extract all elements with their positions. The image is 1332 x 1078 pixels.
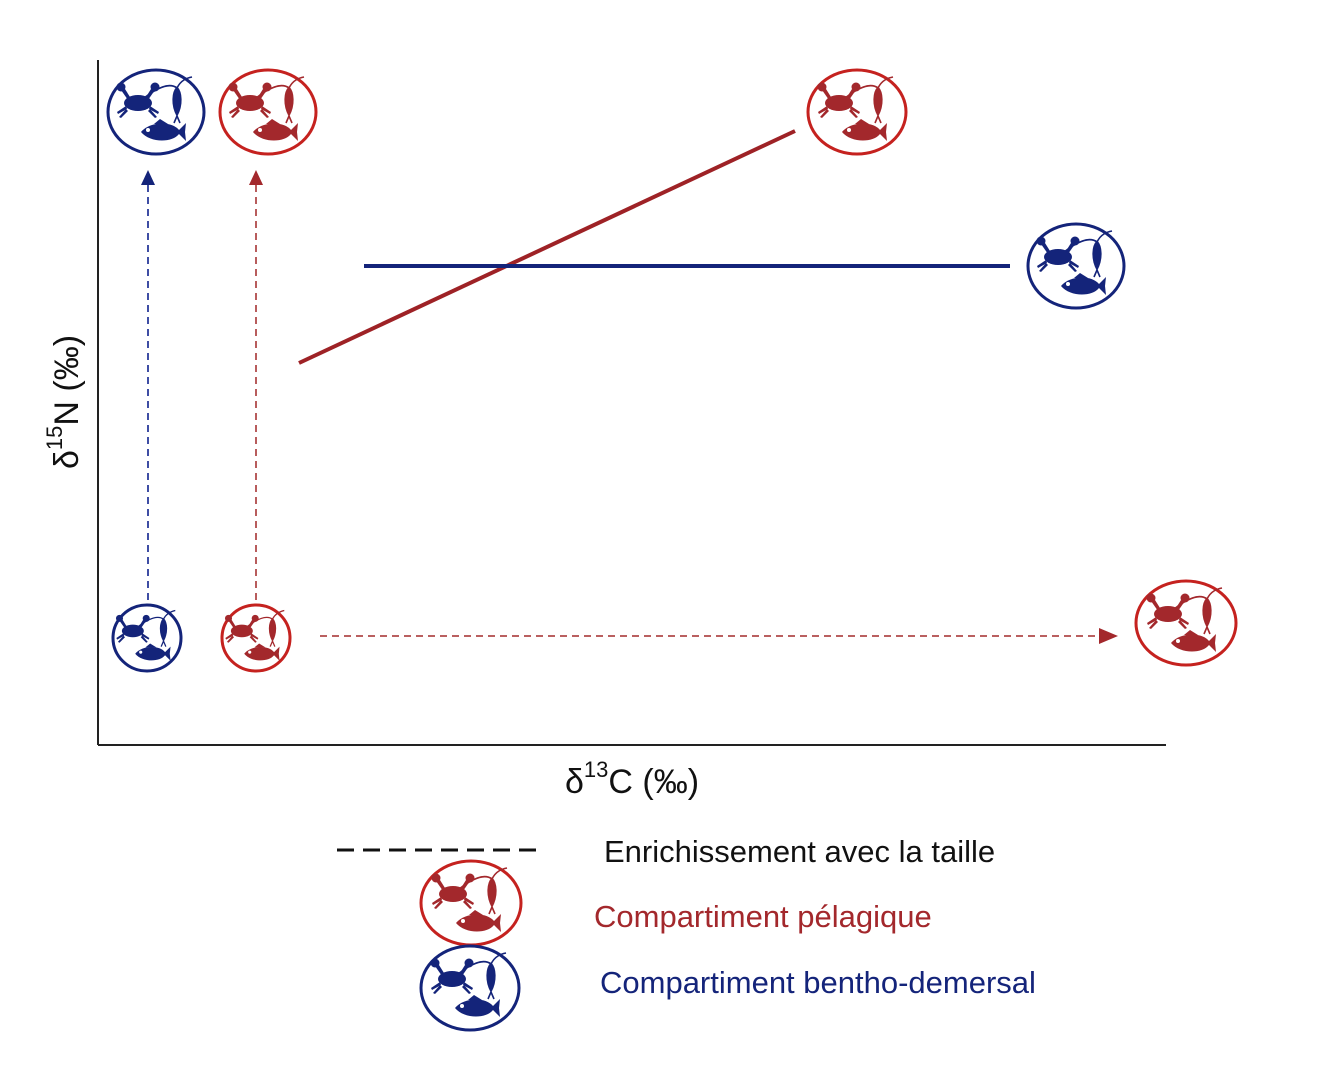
x-axis-delta: δ (565, 763, 584, 801)
axes (97, 60, 1166, 746)
x-axis-title: δ13C (‰) (565, 757, 699, 801)
legend-pelagic-label: Compartiment pélagique (594, 899, 932, 934)
benthic-icon-bottom-left (111, 603, 183, 673)
pelagic-icon-top-right (806, 68, 908, 156)
legend-benthic-label: Compartiment bentho-demersal (600, 965, 1036, 1000)
pelagic-horizontal-arrow (320, 628, 1118, 644)
y-axis-superscript: 15 (42, 426, 67, 450)
y-axis-unit: N (‰) (48, 335, 86, 426)
legend-size-enrichment-label: Enrichissement avec la taille (604, 834, 996, 869)
benthic-vertical-arrow (141, 170, 155, 600)
pelagic-trend-line (298, 129, 796, 365)
x-axis-unit: C (‰) (608, 763, 699, 801)
y-axis-delta: δ (48, 450, 86, 469)
pelagic-icon-bottom-right (1134, 579, 1238, 667)
pelagic-icon-bottom-left (220, 603, 292, 673)
pelagic-icon-top-left (218, 68, 318, 156)
legend-pelagic-icon (419, 859, 523, 947)
benthic-icon-top-left (106, 68, 206, 156)
benthic-icon-mid-right (1026, 222, 1126, 310)
legend-benthic-icon (419, 944, 521, 1032)
pelagic-vertical-arrow (249, 170, 263, 600)
x-axis-superscript: 13 (584, 757, 608, 782)
y-axis-title: δ15N (‰) (42, 335, 86, 469)
community-icons (106, 68, 1238, 1032)
